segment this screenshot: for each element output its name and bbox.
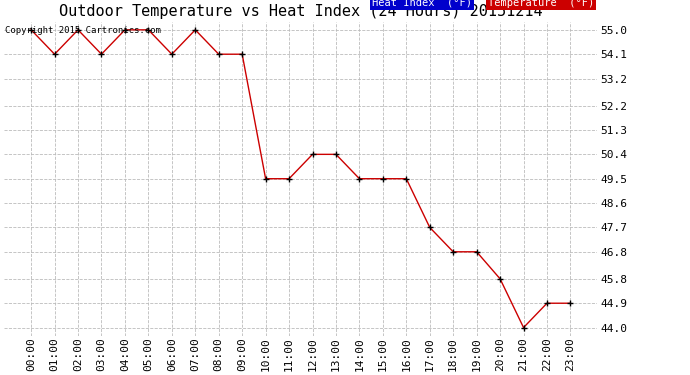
- Text: Temperature  (°F): Temperature (°F): [488, 0, 594, 8]
- Text: Copyright 2015 Cartronics.com: Copyright 2015 Cartronics.com: [5, 26, 161, 35]
- Title: Outdoor Temperature vs Heat Index (24 Hours) 20151214: Outdoor Temperature vs Heat Index (24 Ho…: [59, 4, 542, 19]
- Text: Heat Index  (°F): Heat Index (°F): [372, 0, 472, 8]
